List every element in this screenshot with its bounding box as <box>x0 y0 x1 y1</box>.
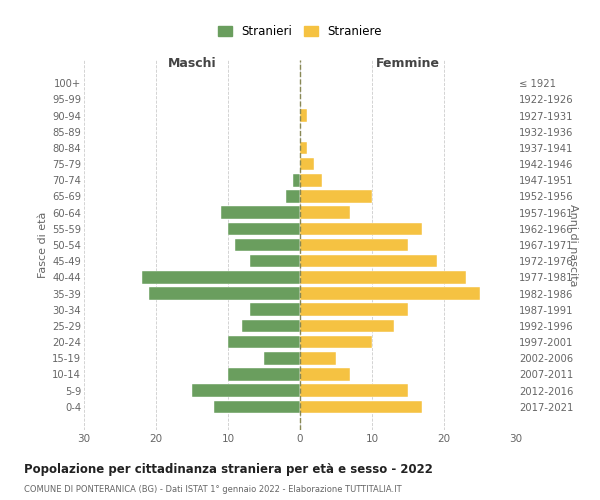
Bar <box>221 206 300 219</box>
Bar <box>300 174 322 186</box>
Bar <box>142 271 300 283</box>
Bar <box>250 255 300 268</box>
Bar <box>228 336 300 348</box>
Bar <box>192 384 300 397</box>
Y-axis label: Anni di nascita: Anni di nascita <box>568 204 578 286</box>
Bar <box>300 287 480 300</box>
Y-axis label: Fasce di età: Fasce di età <box>38 212 48 278</box>
Bar <box>300 400 422 413</box>
Bar <box>300 109 307 122</box>
Bar <box>300 320 394 332</box>
Bar <box>300 384 408 397</box>
Bar <box>286 190 300 203</box>
Bar <box>300 142 307 154</box>
Bar <box>300 190 372 203</box>
Bar <box>250 304 300 316</box>
Text: Popolazione per cittadinanza straniera per età e sesso - 2022: Popolazione per cittadinanza straniera p… <box>24 462 433 475</box>
Text: COMUNE DI PONTERANICA (BG) - Dati ISTAT 1° gennaio 2022 - Elaborazione TUTTITALI: COMUNE DI PONTERANICA (BG) - Dati ISTAT … <box>24 485 401 494</box>
Bar <box>300 158 314 170</box>
Bar <box>242 320 300 332</box>
Text: Femmine: Femmine <box>376 57 440 70</box>
Bar <box>214 400 300 413</box>
Bar <box>228 222 300 235</box>
Text: Maschi: Maschi <box>167 57 217 70</box>
Bar <box>300 368 350 381</box>
Bar <box>300 336 372 348</box>
Bar <box>300 222 422 235</box>
Bar <box>293 174 300 186</box>
Bar <box>300 238 408 252</box>
Bar <box>300 304 408 316</box>
Bar <box>300 271 466 283</box>
Legend: Stranieri, Straniere: Stranieri, Straniere <box>214 22 386 42</box>
Bar <box>235 238 300 252</box>
Bar <box>300 352 336 364</box>
Bar <box>264 352 300 364</box>
Bar <box>300 255 437 268</box>
Bar <box>228 368 300 381</box>
Bar <box>149 287 300 300</box>
Bar <box>300 206 350 219</box>
